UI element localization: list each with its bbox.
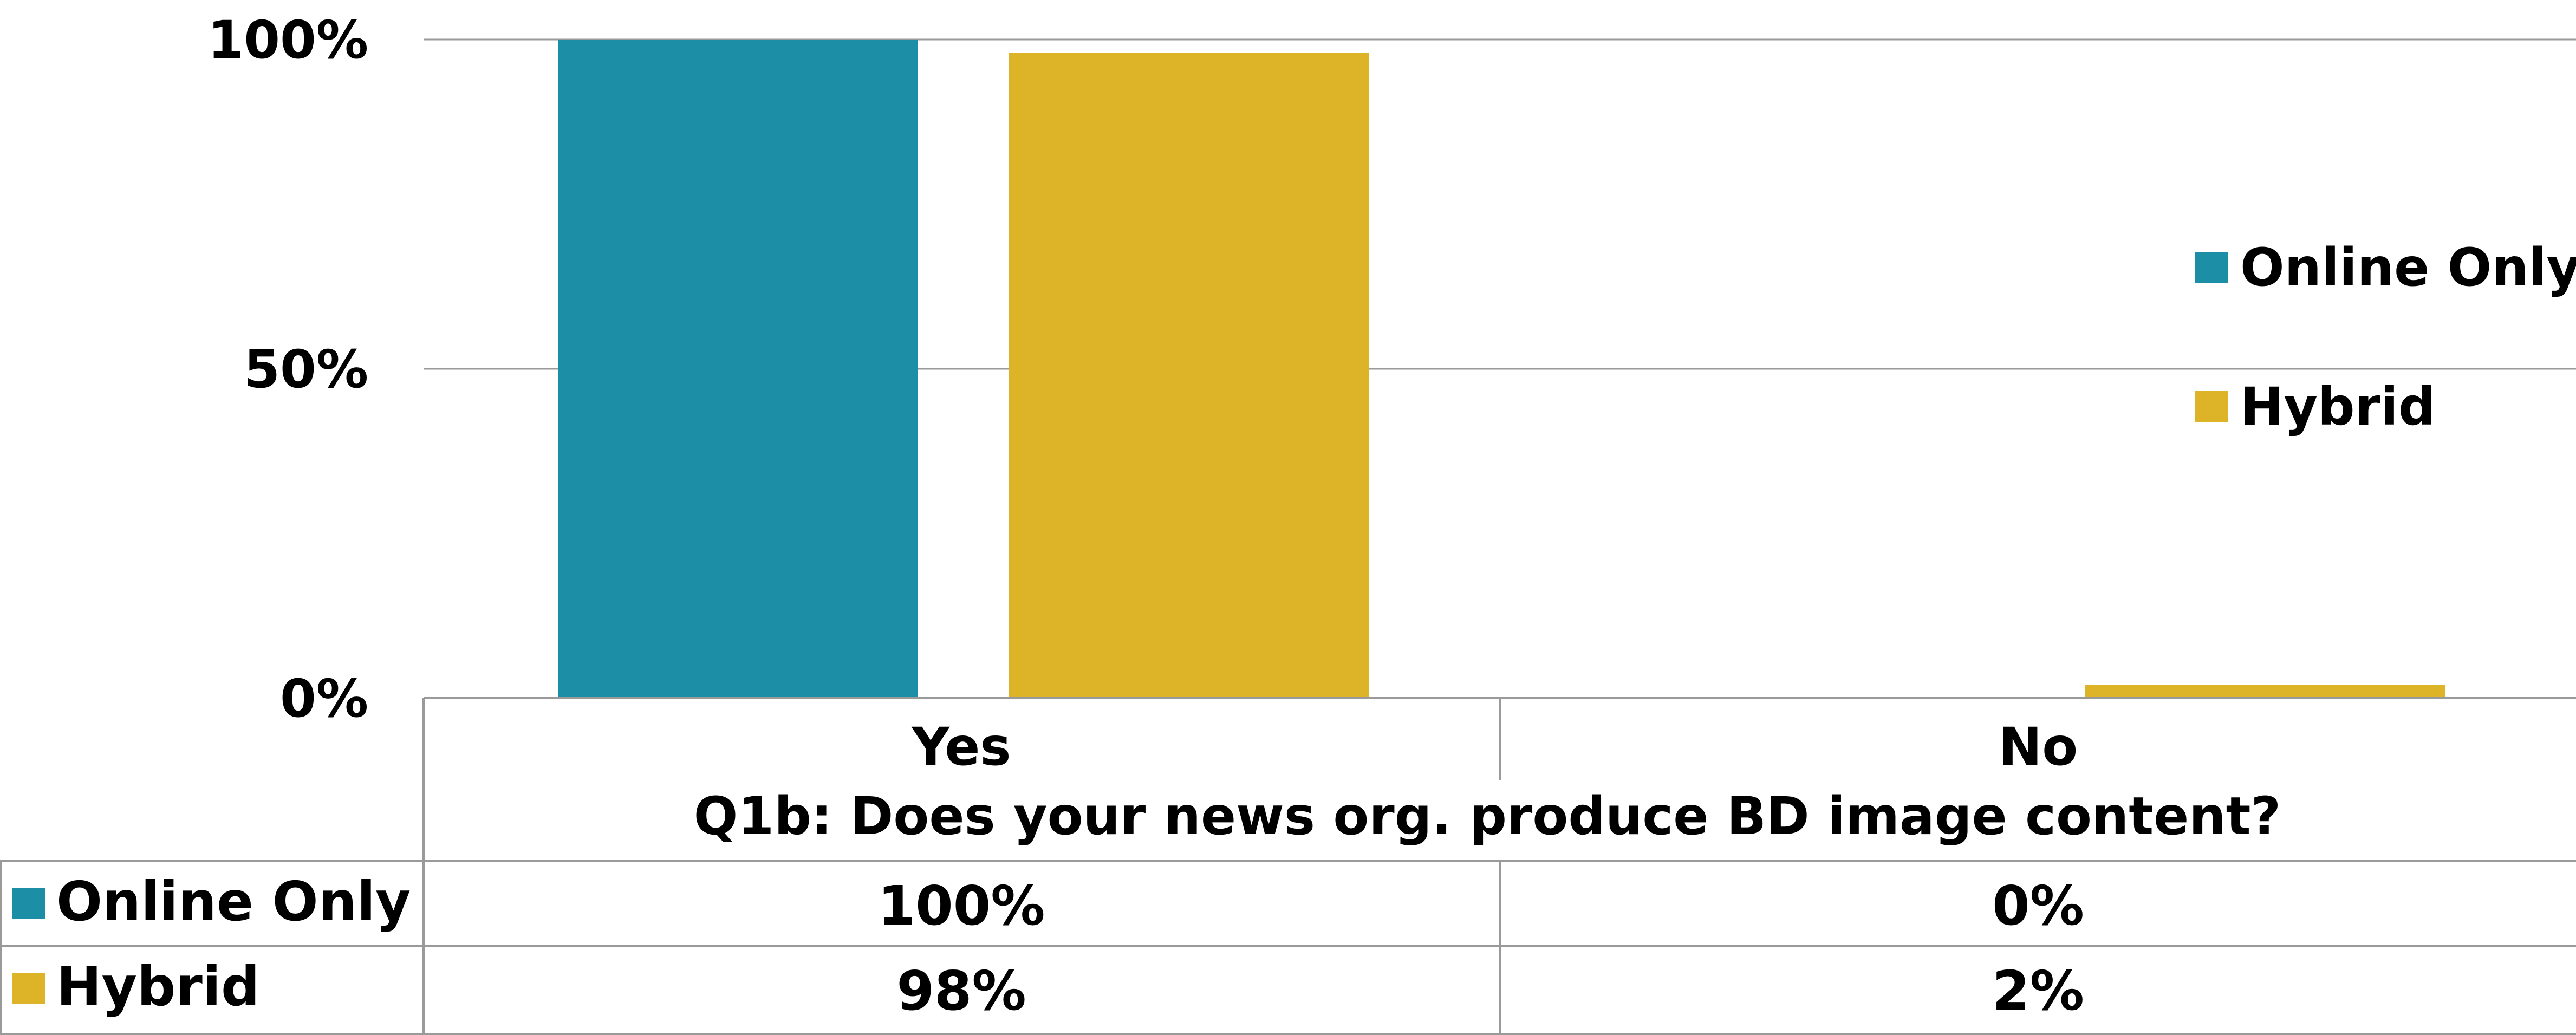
table-legend-swatch (12, 888, 45, 919)
table-row-label: Hybrid (56, 955, 260, 1018)
legend: Online Only Hybrid (2195, 237, 2576, 437)
legend-swatch (2195, 252, 2228, 283)
bar-hybrid-no (2085, 685, 2445, 698)
table-row-label: Online Only (56, 870, 411, 933)
table-cell: 98% (896, 959, 1026, 1023)
table-cell: 100% (878, 874, 1045, 938)
table-legend-swatch (12, 973, 45, 1004)
data-table: Yes No Online Only 100% 0% Hybrid 98% 2% (0, 697, 2576, 1035)
legend-swatch (2195, 391, 2228, 422)
bar-hybrid-yes (1009, 53, 1369, 699)
y-axis-ticks: 0% 50% 100% (207, 10, 368, 729)
x-category-label: Yes (912, 717, 1011, 777)
y-tick-label: 0% (280, 668, 368, 729)
bar-online-only-yes (558, 40, 918, 698)
bars (558, 40, 2445, 699)
x-category-label: No (1999, 717, 2078, 777)
legend-label: Hybrid (2240, 376, 2436, 437)
table-cell: 2% (1992, 959, 2084, 1023)
table-cell: 0% (1992, 874, 2084, 938)
x-axis-title: Q1b: Does your news org. produce BD imag… (694, 786, 2281, 847)
y-tick-label: 100% (207, 10, 368, 70)
y-tick-label: 50% (244, 339, 368, 400)
legend-label: Online Only (2240, 237, 2576, 298)
